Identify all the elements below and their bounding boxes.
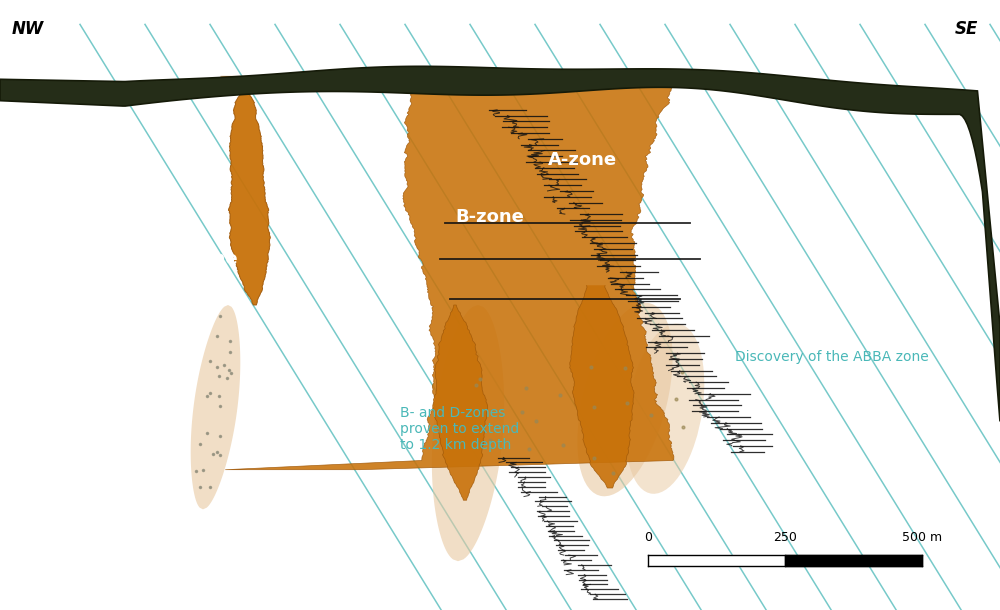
Text: SE: SE (955, 20, 978, 38)
Text: A-zone: A-zone (548, 151, 617, 169)
Ellipse shape (626, 323, 704, 494)
Ellipse shape (577, 303, 673, 497)
Text: Discovery of the ABBA zone: Discovery of the ABBA zone (735, 350, 929, 364)
Text: D-zone: D-zone (167, 250, 238, 268)
Polygon shape (432, 305, 504, 561)
Polygon shape (228, 88, 270, 305)
Text: NW: NW (12, 20, 44, 38)
Polygon shape (0, 66, 1000, 422)
Polygon shape (433, 305, 488, 500)
Text: 250: 250 (773, 531, 797, 544)
Text: B- and D-zones
proven to extend
to 1.2 km depth: B- and D-zones proven to extend to 1.2 k… (400, 406, 519, 452)
Text: B-zone: B-zone (455, 207, 524, 226)
Polygon shape (191, 305, 240, 509)
Polygon shape (220, 76, 674, 470)
Text: 0: 0 (644, 531, 652, 544)
Text: 500 m: 500 m (902, 531, 942, 544)
